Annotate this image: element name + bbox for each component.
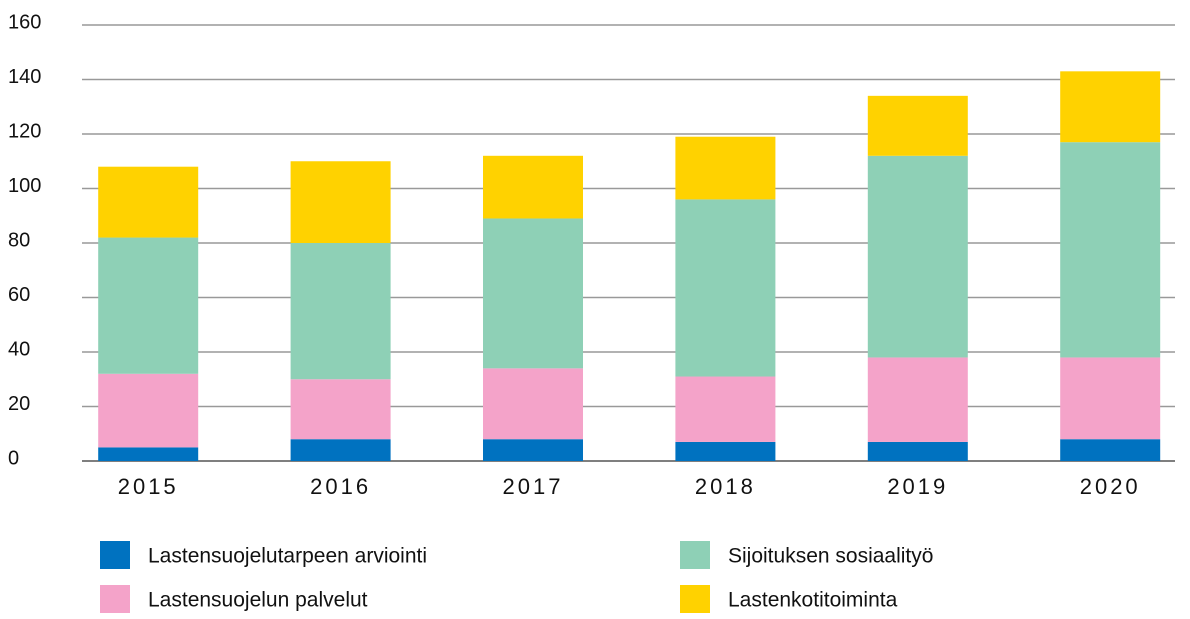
legend-swatch — [100, 541, 130, 569]
x-tick-label: 2020 — [1080, 474, 1141, 499]
bar-segment — [867, 441, 968, 461]
bar-segment — [98, 447, 199, 461]
bar-segment — [483, 218, 583, 369]
legend-swatch — [100, 585, 130, 613]
x-tick-label: 2017 — [503, 474, 564, 499]
bar-segment — [675, 136, 776, 200]
bar-segment — [98, 237, 199, 374]
legend-label: Lastenkotitoiminta — [728, 589, 898, 612]
bar-segment — [1060, 357, 1161, 440]
y-tick-label: 80 — [8, 229, 30, 251]
bar-segment — [675, 199, 776, 377]
y-tick-label: 120 — [8, 120, 41, 142]
x-tick-label: 2018 — [695, 474, 756, 499]
bar-segment — [483, 155, 583, 219]
y-tick-label: 100 — [8, 175, 41, 197]
bar-segment — [290, 161, 391, 243]
legend-swatch — [680, 541, 710, 569]
bar-segment — [290, 379, 391, 440]
legend-label: Lastensuojelun palvelut — [148, 589, 368, 612]
bar-segment — [483, 439, 583, 461]
y-tick-label: 60 — [8, 284, 30, 306]
bar-segment — [675, 441, 776, 461]
x-tick-label: 2016 — [310, 474, 371, 499]
bar-segment — [675, 376, 776, 442]
y-tick-label: 0 — [8, 447, 19, 469]
bar-segment — [867, 95, 968, 156]
bar-segment — [867, 357, 968, 442]
bar-segment — [1060, 439, 1161, 461]
y-tick-label: 20 — [8, 393, 30, 415]
legend-swatch — [680, 585, 710, 613]
y-tick-label: 140 — [8, 66, 41, 88]
y-tick-label: 40 — [8, 338, 30, 360]
bar-segment — [98, 166, 199, 238]
bar-segment — [1060, 142, 1161, 358]
bar-segment — [98, 373, 199, 448]
x-tick-label: 2019 — [887, 474, 948, 499]
x-tick-label: 2015 — [118, 474, 179, 499]
bar-segment — [483, 368, 583, 440]
bar-segment — [1060, 71, 1161, 143]
legend-label: Sijoituksen sosiaalityö — [728, 545, 933, 568]
y-tick-label: 160 — [8, 11, 41, 33]
bar-segment — [290, 243, 391, 380]
legend-label: Lastensuojelutarpeen arviointi — [148, 545, 427, 568]
bar-segment — [290, 439, 391, 461]
bar-segment — [867, 155, 968, 358]
